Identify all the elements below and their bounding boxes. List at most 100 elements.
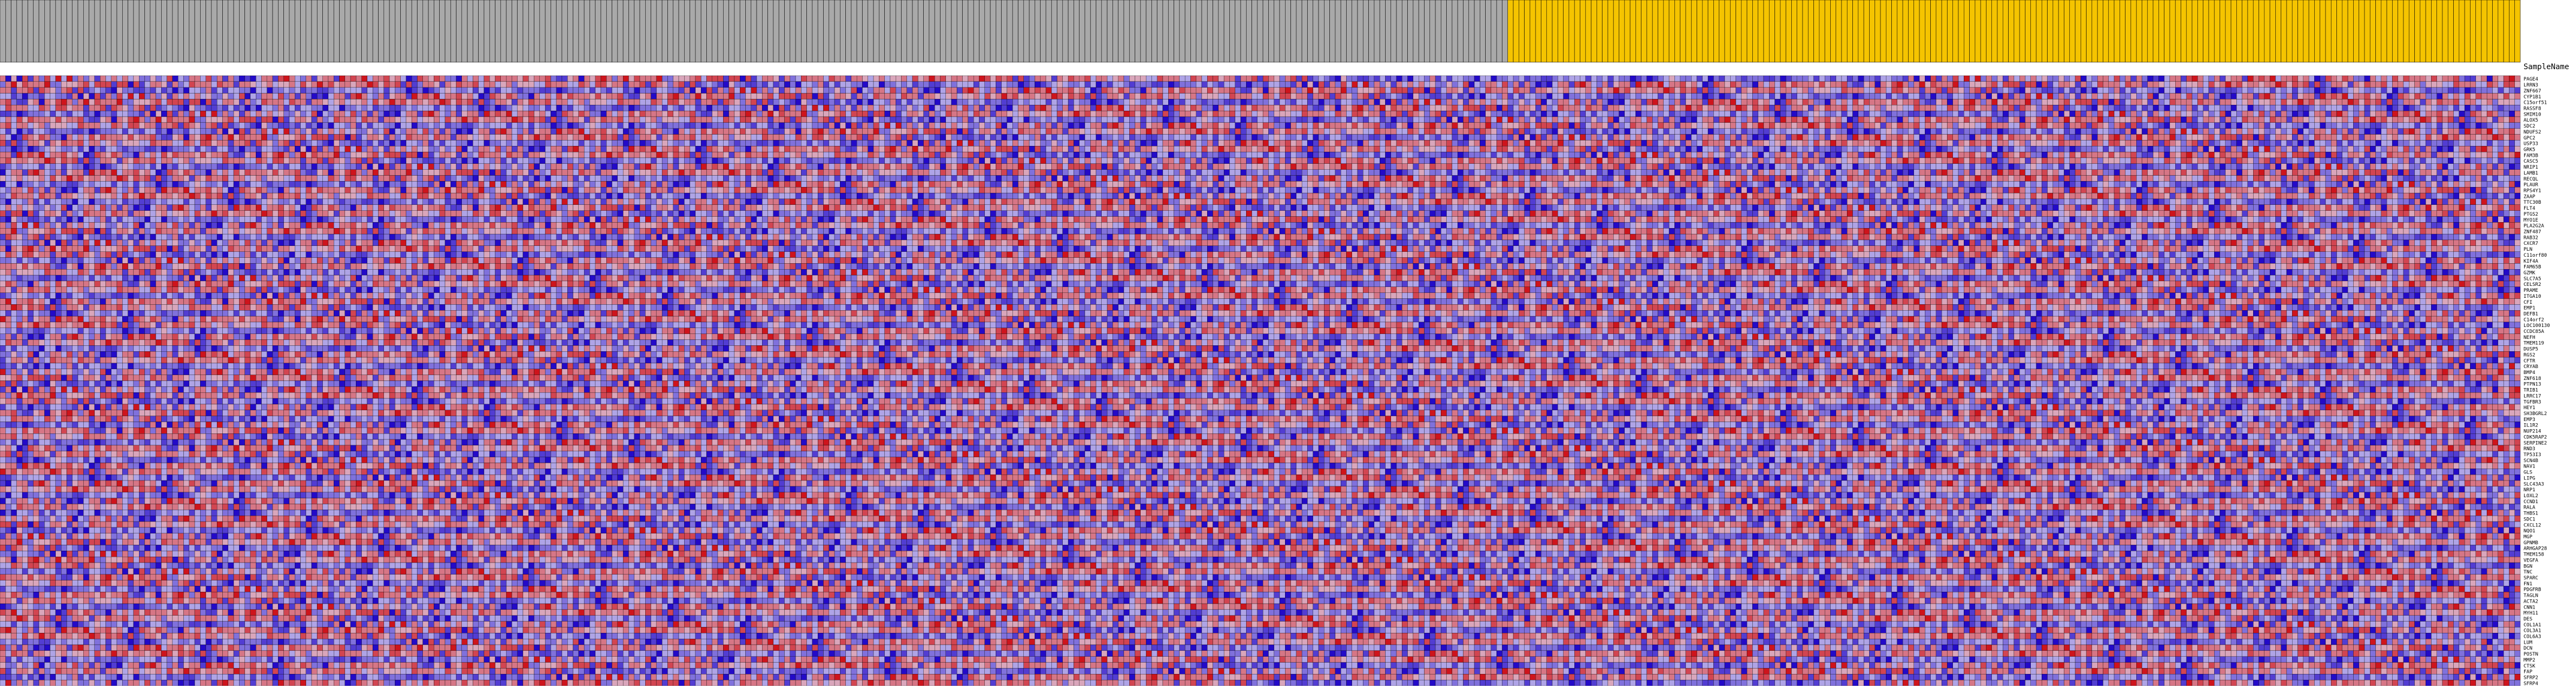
column-header-cell	[1847, 0, 1852, 62]
heatmap-cell	[929, 76, 935, 82]
column-header-cell	[1752, 0, 1758, 62]
heatmap-cell	[1558, 76, 1563, 82]
column-header-cell	[39, 0, 44, 62]
column-header-cell	[1168, 0, 1174, 62]
column-header-cell	[712, 0, 718, 62]
heatmap-cell	[946, 76, 951, 82]
column-header-cell	[1335, 0, 1341, 62]
column-header-cell	[2398, 0, 2403, 62]
column-header-cell	[239, 0, 244, 62]
column-header-cell	[562, 0, 567, 62]
heatmap-cell	[567, 76, 573, 82]
column-header-cell	[2365, 0, 2370, 62]
heatmap-cell	[2148, 76, 2153, 82]
heatmap-cell	[72, 76, 78, 82]
column-header-cell	[801, 0, 806, 62]
heatmap-cell	[1112, 76, 1118, 82]
heatmap-cell	[1741, 76, 1747, 82]
column-header-cell	[2142, 0, 2147, 62]
column-header-cell	[245, 0, 250, 62]
heatmap-cell	[2170, 76, 2175, 82]
heatmap-cell	[1213, 76, 1219, 82]
heatmap-cell	[2264, 76, 2270, 82]
heatmap-cell	[1335, 76, 1341, 82]
heatmap-cell	[89, 76, 95, 82]
column-header-cell	[1430, 0, 1435, 62]
heatmap-cell	[72, 82, 78, 88]
heatmap-cell	[2209, 76, 2214, 82]
heatmap-cell	[1141, 76, 1146, 82]
column-header-cell	[128, 0, 134, 62]
column-header-cell	[640, 0, 645, 62]
column-header-cell	[1892, 0, 1897, 62]
heatmap-cell	[941, 76, 946, 82]
column-header-cell	[34, 0, 39, 62]
column-header-cell	[896, 0, 901, 62]
column-header-cell	[2504, 0, 2509, 62]
heatmap-cell	[1307, 76, 1313, 82]
column-header-cell	[523, 0, 528, 62]
column-header-cell	[696, 0, 701, 62]
column-header-cell	[623, 0, 628, 62]
column-header-cell	[1630, 0, 1635, 62]
heatmap-cell	[618, 76, 623, 82]
heatmap-cell	[2025, 76, 2030, 82]
column-header-cell	[1652, 0, 1658, 62]
column-header-cell	[1447, 0, 1452, 62]
column-header-cell	[2248, 0, 2253, 62]
column-header-cell	[1569, 0, 1574, 62]
heatmap-cell	[1752, 76, 1758, 82]
column-header-cell	[1012, 0, 1018, 62]
heatmap-cell	[1986, 76, 1991, 82]
column-header-cell	[729, 0, 734, 62]
heatmap-cell	[1697, 76, 1703, 82]
heatmap-cell	[1502, 76, 1507, 82]
heatmap-cell	[2087, 76, 2092, 82]
column-header-cell	[1842, 0, 1847, 62]
heatmap-cell	[696, 76, 701, 82]
column-header-cell	[1897, 0, 1903, 62]
heatmap-cell	[1708, 76, 1713, 82]
heatmap-cell	[67, 76, 72, 82]
heatmap-cell	[11, 82, 17, 88]
column-header-cell	[1713, 0, 1719, 62]
heatmap-cell	[1246, 76, 1251, 82]
heatmap-cell	[1842, 76, 1847, 82]
heatmap-cell	[1791, 76, 1797, 82]
column-header-cell	[1875, 0, 1880, 62]
heatmap-cell	[1180, 76, 1185, 82]
heatmap-cell	[484, 76, 489, 82]
heatmap-cell	[690, 76, 696, 82]
heatmap-cell	[1151, 76, 1157, 82]
heatmap-cell	[1564, 76, 1569, 82]
heatmap-cell	[134, 82, 139, 88]
column-header-cell	[1491, 0, 1496, 62]
column-header-cell	[340, 0, 345, 62]
heatmap-cell	[384, 76, 389, 82]
column-header-cell	[156, 0, 161, 62]
column-header-cell	[2197, 0, 2203, 62]
heatmap-cell	[1664, 76, 1669, 82]
heatmap-cell	[367, 76, 373, 82]
heatmap-cell	[723, 76, 729, 82]
column-header-cell	[1385, 0, 1390, 62]
column-header-cell	[1480, 0, 1485, 62]
heatmap-cell	[1341, 76, 1346, 82]
heatmap-cell	[1029, 76, 1035, 82]
heatmap-cell	[1124, 76, 1129, 82]
heatmap-cell	[2331, 76, 2336, 82]
column-header-cell	[1458, 0, 1463, 62]
column-header-cell	[379, 0, 384, 62]
heatmap-cell	[350, 76, 356, 82]
column-header-cell	[2320, 0, 2326, 62]
column-header-cell	[1141, 0, 1146, 62]
heatmap-cell	[89, 82, 95, 88]
heatmap-cell	[1469, 76, 1474, 82]
heatmap-cell	[267, 76, 273, 82]
column-header-cell	[679, 0, 684, 62]
heatmap-cell	[701, 76, 706, 82]
heatmap-cell	[2164, 76, 2170, 82]
heatmap-cell	[1825, 76, 1830, 82]
column-header-cell	[1124, 0, 1129, 62]
column-header-cell	[979, 0, 985, 62]
